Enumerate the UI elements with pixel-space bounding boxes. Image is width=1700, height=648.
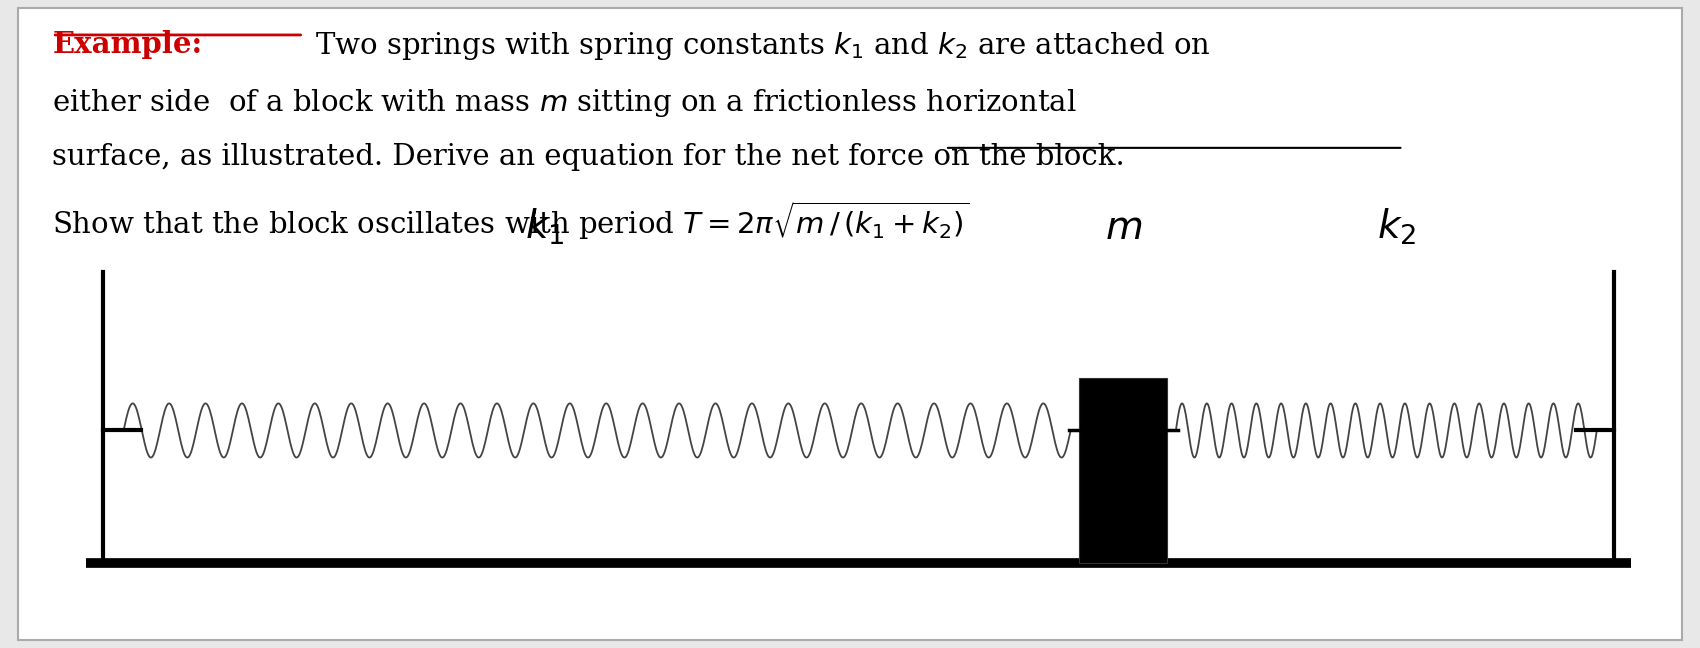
Text: $k_2$: $k_2$ xyxy=(1377,206,1416,247)
Text: Example:: Example: xyxy=(53,30,202,60)
Bar xyxy=(1080,378,1168,562)
Text: $m$: $m$ xyxy=(1105,209,1142,247)
Text: $k_1$: $k_1$ xyxy=(525,206,564,247)
FancyBboxPatch shape xyxy=(19,8,1681,640)
Text: Show that the block oscillates with period $T = 2\pi\sqrt{m\,/\,(k_1 + k_2)}$: Show that the block oscillates with peri… xyxy=(53,199,969,242)
Text: Two springs with spring constants $k_1$ and $k_2$ are attached on: Two springs with spring constants $k_1$ … xyxy=(316,30,1210,62)
Text: surface, as illustrated. Derive an equation for the net force on the block.: surface, as illustrated. Derive an equat… xyxy=(53,143,1125,170)
Text: either side  of a block with mass $m$ sitting on a frictionless horizontal: either side of a block with mass $m$ sit… xyxy=(53,87,1076,119)
